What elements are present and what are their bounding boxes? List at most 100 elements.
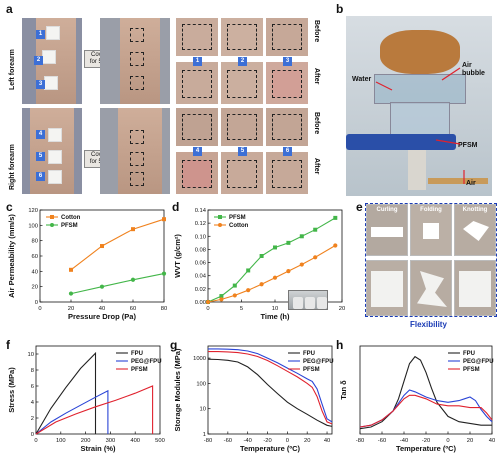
chart-f: 0 100 200 300 400 500 0 2 4 6 8 10 Strain (%) Stress …	[7, 345, 165, 453]
badge-5: 5	[36, 152, 45, 161]
series-line-fpu	[35, 351, 97, 435]
data-point	[68, 291, 74, 296]
grid-badge-4: 4	[193, 147, 202, 156]
data-point	[313, 227, 318, 232]
legend-label: FPU	[463, 351, 475, 357]
chart-d: 051015200.000.020.040.060.080.100.120.14…	[173, 208, 345, 321]
legend-label: PEG@FPU	[131, 359, 162, 365]
data-point	[131, 227, 135, 232]
x-axis-label: Pressure Drop (Pa)	[68, 312, 136, 321]
data-point	[259, 282, 264, 287]
chart-h: -80 -60 -40 -20 0 20 40 Temperature (ºC) Tan δ FP…	[339, 345, 495, 453]
right-arm-photo-after	[100, 108, 170, 194]
data-point	[286, 240, 291, 245]
panel-letter-f: f	[6, 338, 10, 352]
data-point	[299, 234, 304, 239]
panel-letter-g: g	[170, 338, 178, 352]
x-tick-label: 400	[130, 438, 140, 444]
series-line-pfsm	[207, 217, 336, 303]
pfsm-label: PFSM	[458, 142, 478, 149]
flexibility-caption: Flexibility	[410, 320, 447, 329]
folding-label: Folding	[420, 207, 442, 213]
y-tick-label: 1	[203, 432, 206, 438]
series-line-peg-fpu	[35, 389, 109, 435]
y-tick-label: 10	[28, 352, 34, 358]
panel-letter-c: c	[6, 200, 13, 214]
data-point	[299, 262, 304, 267]
x-tick-label: -80	[204, 438, 212, 444]
air-label: Air	[466, 180, 476, 187]
x-tick-label: -40	[243, 438, 251, 444]
y-tick-label: 0.00	[195, 300, 206, 306]
y-tick-label: 0.02	[195, 287, 206, 293]
y-tick-label: 40	[32, 269, 38, 275]
data-point	[259, 254, 264, 258]
curling-label: Curling	[376, 207, 398, 213]
x-axis-label: Temperature (ºC)	[240, 444, 301, 453]
left-arm-photo-before: 1 2 3	[22, 18, 82, 104]
data-point	[333, 215, 338, 220]
y-tick-label: 0	[31, 432, 34, 438]
x-tick-label: 20	[339, 306, 345, 312]
data-point	[100, 244, 104, 249]
series-line-fpu	[207, 358, 333, 427]
panel-letter-e: e	[356, 200, 363, 214]
y-tick-label: 4	[31, 400, 35, 406]
x-tick-label: 0	[286, 438, 289, 444]
x-tick-label: 20	[304, 438, 310, 444]
data-point	[161, 271, 167, 276]
series-line-cotton	[207, 245, 336, 303]
x-tick-label: 500	[155, 438, 165, 444]
y-tick-label: 1000	[193, 356, 206, 362]
series-line-peg-fpu	[208, 348, 333, 423]
y-tick-label: 0.08	[195, 247, 206, 253]
y-tick-label: 2	[31, 416, 34, 422]
plot-frame	[35, 345, 161, 435]
y-axis-label: Stress (MPa)	[7, 367, 16, 413]
legend-label: FPU	[303, 351, 315, 357]
grid-badge-3: 3	[283, 57, 292, 66]
legend-label: Cotton	[61, 215, 81, 221]
data-point	[69, 267, 73, 272]
y-tick-label: 0.14	[195, 208, 207, 214]
panel-letter-h: h	[336, 338, 344, 352]
y-tick-label: 100	[28, 223, 38, 229]
y-tick-label: 0.04	[195, 274, 207, 280]
data-point	[272, 275, 278, 280]
before-label-bottom: Before	[313, 112, 320, 135]
plot-frame	[207, 345, 333, 435]
badge-1: 1	[36, 30, 45, 39]
wvt-inset-photo	[288, 290, 328, 310]
x-axis-label: Temperature (ºC)	[396, 444, 457, 453]
data-point	[232, 283, 237, 288]
x-tick-label: 0	[206, 306, 209, 312]
grid-badge-1: 1	[193, 57, 202, 66]
x-tick-label: 300	[106, 438, 116, 444]
chart-g: -80 -60 -40 -20 0 20 40 1 10 100 1000 Temperature (…	[173, 345, 334, 453]
x-tick-label: 40	[99, 306, 105, 312]
data-point	[313, 255, 318, 260]
y-tick-label: 0.12	[195, 221, 206, 227]
x-tick-label: 10	[272, 306, 278, 312]
panel-letter-b: b	[336, 2, 344, 16]
before-label-top: Before	[313, 20, 320, 43]
badge-3: 3	[36, 80, 45, 89]
apparatus-arrows	[375, 67, 465, 184]
data-point	[219, 294, 224, 299]
knotting-label: Knotting	[462, 207, 488, 213]
series-line-pfsm	[208, 351, 333, 425]
legend-label: PFSM	[303, 367, 320, 373]
x-tick-label: 80	[161, 306, 167, 312]
panel-letter-d: d	[172, 200, 180, 214]
x-tick-label: -80	[356, 438, 364, 444]
air-bubble-label: Air bubble	[462, 62, 485, 77]
data-point	[246, 288, 251, 293]
legend-marker	[218, 215, 222, 219]
panel-letter-a: a	[6, 2, 13, 16]
y-tick-label: 120	[28, 208, 38, 214]
legend-label: PFSM	[131, 367, 148, 373]
legend-marker	[50, 215, 54, 219]
apparatus-photo	[346, 16, 492, 196]
data-point	[246, 268, 251, 273]
legend-label: Cotton	[229, 223, 249, 229]
